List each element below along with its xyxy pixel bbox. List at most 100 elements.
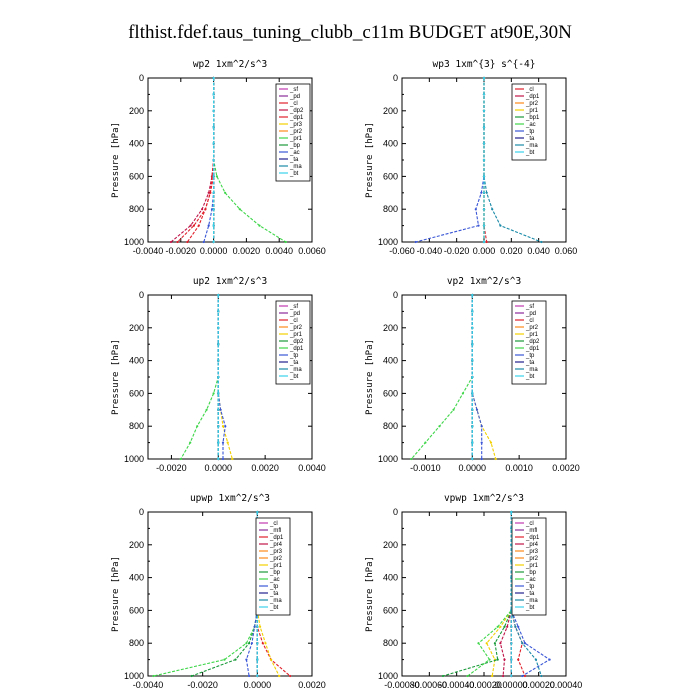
legend-label: _bp (289, 143, 301, 149)
x-tick-label: 0.0020 (552, 463, 580, 473)
legend-box (275, 83, 311, 182)
panel-title: wp2 1xm^2/s^3 (193, 59, 267, 70)
legend-label: _tp (289, 353, 299, 359)
legend-label: _pr2 (525, 556, 539, 562)
data-point (289, 674, 292, 678)
y-tick-label: 800 (383, 421, 398, 431)
y-tick-label: 800 (383, 204, 398, 214)
data-point (221, 457, 225, 461)
y-tick-label: 1000 (378, 454, 398, 464)
data-point (231, 457, 234, 461)
y-tick-label: 800 (129, 421, 144, 431)
x-tick-label: 0.0060 (298, 246, 326, 256)
data-point (471, 310, 474, 313)
legend-label: _bt (289, 374, 299, 380)
legend-label: _ta (289, 157, 299, 163)
y-tick-label: 600 (383, 605, 398, 615)
data-point (234, 658, 237, 661)
data-point (510, 658, 513, 661)
data-point (217, 457, 220, 461)
legend-label: _bt (269, 605, 279, 611)
data-point (207, 191, 210, 194)
y-tick-label: 600 (129, 605, 144, 615)
data-point (217, 293, 220, 297)
data-point (224, 191, 227, 194)
data-point (474, 208, 477, 211)
data-point (212, 392, 215, 395)
data-point (506, 625, 509, 628)
x-tick-label: 0.0020 (298, 680, 326, 690)
data-point (186, 240, 189, 244)
legend-label: _tp (525, 353, 535, 359)
x-tick-label: 0.0000 (459, 463, 487, 473)
data-point (502, 674, 505, 678)
legend-label: _dp2 (525, 339, 540, 345)
x-tick-label: -0.0040 (133, 246, 164, 256)
legend-box (255, 517, 291, 616)
data-point (248, 674, 251, 678)
y-tick-label: 200 (383, 540, 398, 550)
series-line-dp2 (170, 78, 215, 243)
data-point (499, 224, 502, 227)
legend-label: _pr3 (289, 122, 303, 128)
series-line-dp1 (186, 78, 215, 243)
data-point (269, 658, 273, 661)
y-tick-label: 400 (383, 573, 398, 583)
data-point (534, 658, 538, 661)
y-tick-label: 0 (393, 507, 398, 517)
panel-4: vp2 1xm^2/s^3 0 200 400 600 800 1000 -0.0010 0.0… (365, 276, 580, 473)
data-point (482, 208, 486, 211)
data-point (256, 510, 259, 514)
y-tick-label: 1000 (124, 671, 144, 681)
data-point (424, 441, 427, 444)
legend-label: _pr4 (269, 542, 283, 548)
legend-label: _bp (525, 570, 537, 576)
legend-label: _ac (289, 150, 300, 156)
series-line-pr1 (217, 295, 233, 460)
legend-box (511, 83, 547, 161)
data-point (259, 625, 262, 628)
data-point (496, 625, 499, 628)
series-line-bp (191, 512, 258, 677)
data-point (202, 240, 205, 244)
data-point (488, 658, 491, 661)
y-tick-label: 600 (383, 171, 398, 181)
legend-label: _dp1 (269, 535, 284, 541)
data-point (517, 625, 520, 628)
legend-label: _cl (269, 521, 278, 527)
y-tick-label: 0 (393, 290, 398, 300)
series-line-ac (467, 512, 512, 677)
series-line-pr1 (471, 295, 497, 460)
legend-label: _pd (525, 311, 536, 317)
panel-title: wp3 1xm^{3} s^{-4} (433, 59, 536, 70)
legend-label: _pr2 (269, 556, 283, 562)
legend-label: _pr2 (289, 129, 303, 135)
series-line-ac (153, 512, 258, 677)
data-point (253, 625, 256, 628)
data-point (224, 425, 227, 428)
data-point (264, 642, 267, 645)
data-point (482, 142, 486, 145)
data-point (197, 224, 200, 227)
data-point (482, 109, 486, 112)
data-point (256, 642, 259, 645)
data-point (414, 240, 417, 244)
legend-label: _ta (269, 591, 279, 597)
legend-label: _ta (525, 360, 535, 366)
y-tick-label: 800 (383, 638, 398, 648)
y-tick-label: 600 (129, 171, 144, 181)
data-point (489, 441, 493, 444)
data-point (480, 441, 483, 444)
data-point (493, 642, 496, 645)
x-tick-label: 0.0040 (265, 246, 293, 256)
x-tick-label: -0.0020 (166, 246, 197, 256)
figure-title: flthist.fdef.taus_tuning_clubb_c11m BUDG… (128, 22, 572, 43)
data-point (176, 240, 179, 244)
legend-label: _ma (525, 367, 538, 373)
y-tick-label: 400 (129, 356, 144, 366)
y-tick-label: 200 (383, 323, 398, 333)
y-tick-label: 1000 (124, 237, 144, 247)
series-line-pr1 (213, 78, 287, 243)
x-tick-label: -0.060 (389, 246, 415, 256)
series-line-dp1 (180, 295, 219, 460)
